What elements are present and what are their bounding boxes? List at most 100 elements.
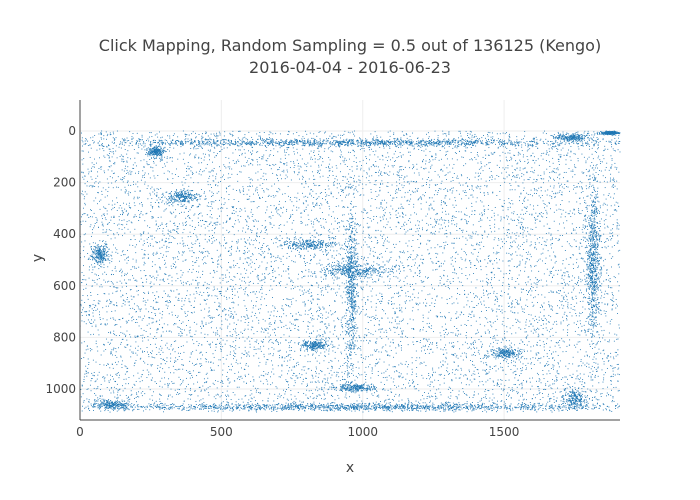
click-point [157, 367, 158, 369]
click-point [421, 262, 423, 263]
click-point [333, 387, 335, 389]
click-point [210, 327, 212, 329]
click-point [498, 239, 500, 241]
click-point [217, 208, 219, 210]
click-point [540, 177, 542, 179]
click-point [177, 158, 179, 160]
click-point [274, 320, 276, 322]
click-point [438, 388, 440, 390]
click-point [526, 299, 528, 301]
click-point [611, 380, 612, 382]
click-point [501, 241, 503, 243]
click-point [88, 217, 90, 218]
click-point [251, 393, 253, 395]
click-point [600, 393, 602, 395]
click-point [126, 153, 128, 155]
click-point [313, 397, 315, 399]
click-point [617, 149, 619, 151]
click-point [379, 216, 381, 218]
click-point [471, 402, 473, 403]
click-point [304, 305, 306, 307]
click-point [214, 147, 216, 149]
click-point [306, 262, 308, 263]
click-point [610, 239, 612, 241]
click-point [197, 148, 199, 150]
click-point [616, 222, 618, 224]
click-point [212, 141, 214, 143]
click-point [265, 146, 266, 147]
click-point [81, 150, 83, 152]
click-point [503, 238, 505, 240]
click-point [195, 257, 197, 259]
click-point [471, 202, 473, 204]
click-point [469, 237, 471, 239]
click-point [316, 135, 318, 137]
click-point [583, 260, 585, 262]
click-point [95, 361, 97, 363]
click-point [420, 350, 422, 352]
click-point [572, 228, 574, 230]
click-point [131, 393, 133, 395]
click-point [390, 341, 392, 343]
click-point [454, 200, 456, 202]
click-point [323, 360, 325, 362]
click-point [515, 181, 517, 183]
click-point [312, 299, 314, 301]
click-point [583, 373, 585, 375]
click-point [473, 364, 475, 366]
click-point [264, 329, 266, 331]
click-point [346, 365, 348, 367]
click-point [523, 154, 524, 156]
click-point [159, 394, 161, 396]
click-point [261, 280, 263, 282]
click-point [127, 193, 129, 195]
click-point [121, 272, 123, 274]
click-point [186, 168, 187, 169]
click-point [233, 302, 235, 304]
click-point [466, 304, 468, 306]
click-point [320, 288, 322, 290]
click-point [342, 331, 344, 333]
click-point [328, 188, 330, 190]
click-point [107, 191, 109, 192]
click-point [128, 220, 130, 222]
click-point [479, 219, 481, 221]
click-point [482, 235, 484, 236]
click-point [112, 207, 114, 209]
click-point [268, 164, 270, 166]
click-point [603, 223, 605, 225]
click-point [91, 285, 93, 287]
click-point [311, 333, 313, 334]
click-point [297, 192, 299, 194]
click-point [138, 396, 140, 398]
click-point [503, 233, 505, 235]
click-point [610, 155, 612, 157]
click-point [111, 170, 113, 172]
click-point [412, 341, 414, 343]
click-point [333, 217, 335, 219]
click-point [405, 302, 407, 304]
click-point [133, 365, 135, 367]
click-point [526, 344, 528, 346]
click-point [460, 311, 462, 313]
click-point [122, 181, 124, 183]
click-point [103, 376, 105, 378]
click-point [196, 260, 198, 261]
click-point [128, 145, 130, 147]
click-point [405, 378, 407, 380]
click-point [483, 205, 485, 207]
click-point [298, 251, 300, 253]
click-point [550, 368, 552, 370]
click-point [368, 199, 370, 201]
click-point [550, 234, 552, 236]
click-point [294, 395, 296, 397]
click-point [284, 178, 286, 180]
click-point [374, 351, 376, 352]
click-point [444, 410, 446, 412]
click-point [499, 362, 501, 364]
click-point [465, 163, 467, 165]
click-point [329, 338, 331, 340]
click-point [503, 359, 505, 361]
click-point [349, 349, 351, 350]
click-point [266, 233, 268, 235]
